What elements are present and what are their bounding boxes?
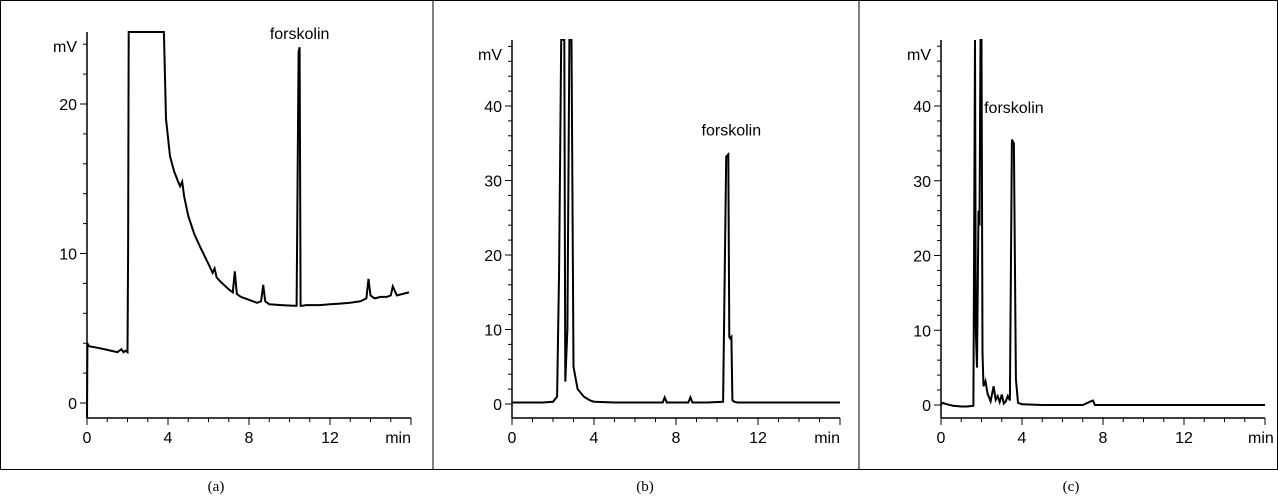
y-axis: 0 10 20 30 40 xyxy=(913,40,942,418)
y-tick-label: 20 xyxy=(913,249,931,266)
y-axis-label: mV xyxy=(478,47,502,64)
y-tick-label: 10 xyxy=(913,323,931,340)
y-axis-label: mV xyxy=(53,39,77,56)
y-axis: 0 10 20 30 40 xyxy=(484,40,513,418)
x-tick-label: 0 xyxy=(83,430,92,447)
chart-panel-b: 0 10 20 30 40 0 4 8 12 mV min forskolin (b) xyxy=(478,39,841,495)
x-tick-label: 8 xyxy=(245,430,254,447)
peak-annotation-forskolin: forskolin xyxy=(984,100,1044,117)
panel-caption: (a) xyxy=(208,479,225,495)
panel-caption: (b) xyxy=(636,479,654,495)
x-axis: 0 4 8 12 xyxy=(937,417,1266,447)
y-tick-label: 0 xyxy=(68,396,77,413)
x-axis-label: min xyxy=(1248,430,1274,447)
x-tick-label: 4 xyxy=(164,430,173,447)
y-tick-label: 40 xyxy=(913,99,931,116)
y-tick-label: 40 xyxy=(484,99,502,116)
y-tick-label: 30 xyxy=(484,174,502,191)
panel-caption: (c) xyxy=(1063,479,1080,495)
chromatogram-trace xyxy=(512,39,840,404)
y-axis: 0 10 20 xyxy=(59,32,88,418)
y-tick-label: 0 xyxy=(922,398,931,415)
y-tick-label: 30 xyxy=(913,174,931,191)
chart-panel-a: 0 10 20 0 4 8 12 mV min forskolin (a) xyxy=(53,26,412,495)
x-axis: 0 4 8 12 xyxy=(83,417,412,447)
y-tick-label: 0 xyxy=(493,397,502,414)
x-axis-label: min xyxy=(385,430,411,447)
x-tick-label: 8 xyxy=(672,430,681,447)
x-tick-label: 0 xyxy=(937,430,946,447)
x-tick-label: 12 xyxy=(321,430,339,447)
y-tick-label: 20 xyxy=(484,248,502,265)
y-tick-label: 10 xyxy=(484,323,502,340)
x-tick-label: 4 xyxy=(1018,430,1027,447)
x-tick-label: 12 xyxy=(1175,430,1193,447)
y-axis-label: mV xyxy=(907,47,931,64)
peak-annotation-forskolin: forskolin xyxy=(702,122,762,139)
x-axis: 0 4 8 12 xyxy=(508,417,841,447)
figure-frame xyxy=(0,0,1278,470)
x-tick-label: 8 xyxy=(1099,430,1108,447)
chart-panel-c: 0 10 20 30 40 0 4 8 12 mV min forskolin (c) xyxy=(907,39,1274,495)
y-tick-label: 10 xyxy=(59,247,77,264)
y-tick-label: 20 xyxy=(59,97,77,114)
peak-annotation-forskolin: forskolin xyxy=(270,26,330,43)
x-tick-label: 0 xyxy=(508,430,517,447)
chromatogram-trace xyxy=(940,39,1265,408)
x-axis-label: min xyxy=(814,430,840,447)
x-tick-label: 4 xyxy=(590,430,599,447)
chromatogram-trace xyxy=(86,31,410,418)
x-tick-label: 12 xyxy=(749,430,767,447)
